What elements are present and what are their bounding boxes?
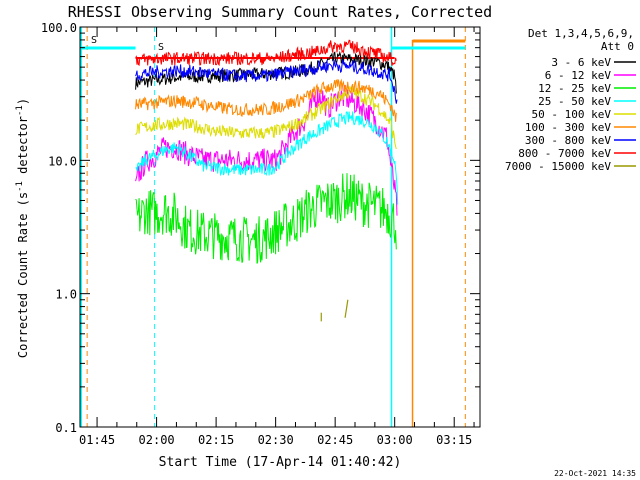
x-tick-label-5: 03:00 [377, 433, 413, 447]
x-tick-label-1: 02:00 [139, 433, 175, 447]
y-tick-label-3: 100.0 [41, 21, 77, 35]
y-axis-label-end: ) [16, 98, 30, 105]
footer-timestamp: 22-Oct-2021 14:35 [554, 469, 636, 478]
x-tick-label-4: 02:45 [317, 433, 353, 447]
x-tick-label-0: 01:45 [79, 433, 115, 447]
y-axis-label-sup2: -1 [15, 105, 25, 116]
series-line-6 [135, 59, 398, 104]
legend-label-3: 25 - 50 keV [538, 95, 611, 108]
top-left-marker-s-cyan: S [158, 42, 164, 53]
legend-label-7: 800 - 7000 keV [518, 147, 611, 160]
x-tick-label-3: 02:30 [258, 433, 294, 447]
y-axis-label-sup1: -1 [15, 181, 25, 192]
plot-frame [79, 26, 481, 428]
x-tick-label-2: 02:15 [198, 433, 234, 447]
series-line-2 [135, 173, 397, 264]
legend-label-2: 12 - 25 keV [538, 82, 611, 95]
legend-label-8: 7000 - 15000 keV [505, 160, 611, 173]
series-line-5 [135, 78, 397, 122]
series-line-7 [135, 39, 397, 67]
axes-group: 0.1 1.0 10.0 100.0 01:45 02:00 02:15 02:30 02:45… [41, 21, 481, 447]
series-line-3 [135, 111, 399, 205]
legend-header-line1: Det 1,3,4,5,6,9, [528, 27, 634, 40]
legend-header-line2: Att 0 [601, 40, 634, 53]
y-axis-label: Corrected Count Rate (s-1 detector-1) [15, 98, 30, 358]
series-line-1 [135, 84, 398, 216]
y-tick-label-1: 1.0 [55, 288, 77, 302]
legend-label-4: 50 - 100 keV [532, 108, 612, 121]
y-axis-label-tail: detector [16, 116, 30, 181]
y-tick-label-2: 10.0 [48, 154, 77, 168]
legend-label-0: 3 - 6 keV [551, 56, 611, 69]
x-axis-label: Start Time (17-Apr-14 01:40:42) [159, 455, 402, 470]
y-axis-label-main: Corrected Count Rate (s [16, 192, 30, 358]
overlay-lines [80, 27, 466, 427]
legend-label-1: 6 - 12 keV [545, 69, 612, 82]
top-left-marker-s-orange: S [91, 35, 97, 46]
legend-label-5: 100 - 300 keV [525, 121, 611, 134]
series-segment-8-2 [344, 299, 349, 318]
legend-label-6: 300 - 800 keV [525, 134, 611, 147]
y-tick-label-0: 0.1 [55, 421, 77, 435]
chart-title: RHESSI Observing Summary Count Rates, Co… [68, 3, 492, 21]
x-tick-label-6: 03:15 [436, 433, 472, 447]
series-group [135, 39, 399, 322]
